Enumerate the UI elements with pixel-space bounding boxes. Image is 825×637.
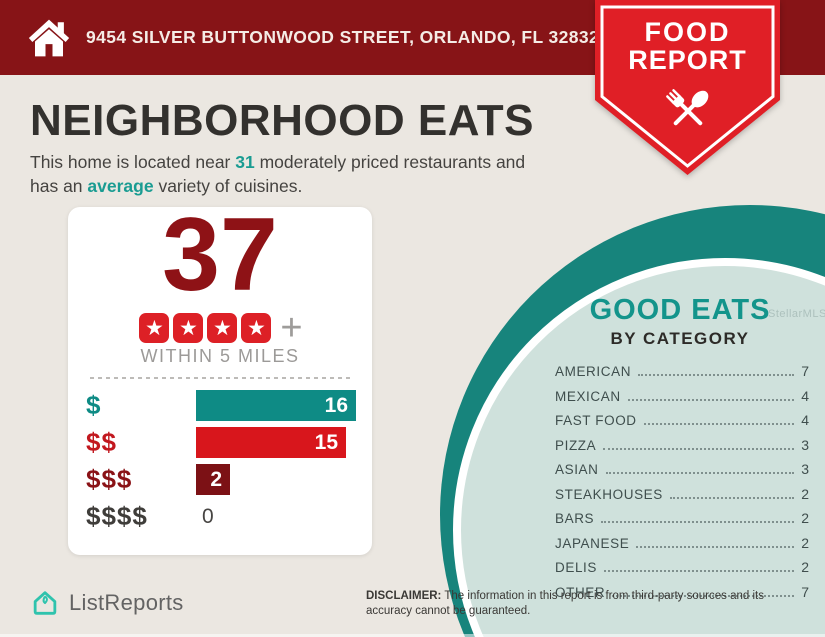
listreports-house-icon <box>33 591 57 615</box>
category-count: 2 <box>801 485 809 502</box>
category-name: JAPANESE <box>555 535 630 551</box>
category-count: 7 <box>801 363 809 379</box>
disclaimer-label: DISCLAIMER: <box>366 590 442 602</box>
price-row: $$$ 2 <box>86 461 356 498</box>
restaurant-summary-card: 37 ★ ★ ★ ★ + WITHIN 5 MILES $ 16 $$ 15 $$$ 2 <box>68 203 372 555</box>
category-name: BARS <box>555 511 595 526</box>
category-row: STEAKHOUSES 2 <box>555 486 809 502</box>
listreports-logo: ListReports <box>30 588 184 618</box>
star-rating: ★ ★ ★ ★ + <box>68 309 372 347</box>
bar-value: 2 <box>210 467 222 491</box>
price-bar: 15 <box>196 427 346 458</box>
category-name: OTHER <box>555 584 606 600</box>
dotted-leader <box>605 472 795 474</box>
bar-value: 15 <box>314 430 338 454</box>
dotted-leader <box>643 423 795 425</box>
ribbon-line1: FOOD <box>644 17 731 47</box>
page-title: NEIGHBORHOOD EATS <box>30 96 534 145</box>
category-count: 2 <box>801 534 809 551</box>
category-row: FAST FOOD 4 <box>555 412 809 428</box>
category-count: 4 <box>801 387 809 404</box>
price-level-label: $$$$ <box>86 501 148 531</box>
price-level-bar-chart: $ 16 $$ 15 $$$ 2 $$$$ <box>86 387 356 535</box>
bar-value: 16 <box>324 393 348 417</box>
category-count: 2 <box>801 510 809 526</box>
plus-sign: + <box>280 307 303 349</box>
ribbon-line2: REPORT <box>628 45 747 76</box>
star-icon: ★ <box>207 313 238 343</box>
category-row: OTHER 7 <box>555 584 809 600</box>
category-row: DELIS 2 <box>555 559 809 575</box>
radius-label: WITHIN 5 MILES <box>140 346 300 366</box>
price-level-label: $ <box>86 390 102 420</box>
property-address: 9454 SILVER BUTTONWOOD STREET, ORLANDO, … <box>86 27 600 47</box>
price-bar: 2 <box>196 464 230 495</box>
category-list: AMERICAN 7 MEXICAN 4 FAST FOOD 4 PIZZA 3… <box>545 363 815 600</box>
good-eats-panel: GOOD EATS BY CATEGORY AMERICAN 7 MEXICAN… <box>545 294 815 608</box>
zero-value: 0 <box>202 504 214 528</box>
bar-track: 15 <box>196 427 356 458</box>
dotted-leader <box>604 570 795 572</box>
star-icon: ★ <box>173 313 204 343</box>
category-name: FAST FOOD <box>555 413 637 428</box>
category-name: STEAKHOUSES <box>555 486 663 502</box>
dotted-leader <box>636 545 795 548</box>
dotted-leader <box>612 594 795 597</box>
bar-track: 2 <box>196 464 356 495</box>
category-count: 4 <box>801 412 809 428</box>
category-count: 2 <box>801 559 809 575</box>
category-count: 3 <box>801 436 809 453</box>
dotted-leader <box>638 374 795 376</box>
category-row: AMERICAN 7 <box>555 363 809 379</box>
star-icon: ★ <box>139 313 170 343</box>
home-icon <box>28 18 70 58</box>
category-row: JAPANESE 2 <box>555 535 809 551</box>
category-row: ASIAN 3 <box>555 461 809 477</box>
ribbon-title: FOOD REPORT <box>595 18 780 75</box>
summary-line1: This home is located near 31 moderately … <box>30 152 526 172</box>
price-bar: 16 <box>196 390 356 421</box>
variety-highlight: average <box>87 176 154 197</box>
category-count: 3 <box>801 461 809 477</box>
price-level-label: $$$ <box>86 464 133 494</box>
star-icon: ★ <box>241 313 272 343</box>
category-row: MEXICAN 4 <box>555 388 809 404</box>
price-row: $ 16 <box>86 387 356 424</box>
dotted-leader <box>603 447 795 450</box>
category-count: 7 <box>801 583 809 600</box>
food-report-ribbon: FOOD REPORT <box>595 0 780 176</box>
brand-name: ListReports <box>69 590 184 615</box>
category-row: PIZZA 3 <box>555 437 809 453</box>
bar-track: 16 <box>196 390 356 421</box>
good-eats-subtitle: BY CATEGORY <box>610 329 750 348</box>
price-row: $$$$ 0 <box>86 498 356 535</box>
category-name: DELIS <box>555 560 598 575</box>
price-row: $$ 15 <box>86 424 356 461</box>
dotted-leader <box>627 398 795 401</box>
bar-track: 0 <box>196 501 356 532</box>
restaurant-total-count: 37 <box>162 197 278 313</box>
dashed-divider <box>90 377 350 379</box>
category-name: ASIAN <box>555 462 599 477</box>
disclaimer: DISCLAIMER: The information in this repo… <box>366 590 764 618</box>
category-name: PIZZA <box>555 437 597 453</box>
watermark: StellarMLS <box>768 308 825 320</box>
category-row: BARS 2 <box>555 510 809 526</box>
summary-sentence: This home is located near 31 moderately … <box>30 150 610 198</box>
price-level-label: $$ <box>86 427 117 457</box>
category-name: MEXICAN <box>555 388 621 404</box>
restaurant-count-highlight: 31 <box>235 152 255 172</box>
category-name: AMERICAN <box>555 364 632 379</box>
dotted-leader <box>669 496 795 499</box>
spoon-fork-icon <box>659 82 717 140</box>
good-eats-title: GOOD EATS <box>589 294 771 326</box>
bottom-edge-strip <box>0 634 825 637</box>
dotted-leader <box>601 521 795 523</box>
summary-line2: has an average variety of cuisines. <box>30 176 303 197</box>
